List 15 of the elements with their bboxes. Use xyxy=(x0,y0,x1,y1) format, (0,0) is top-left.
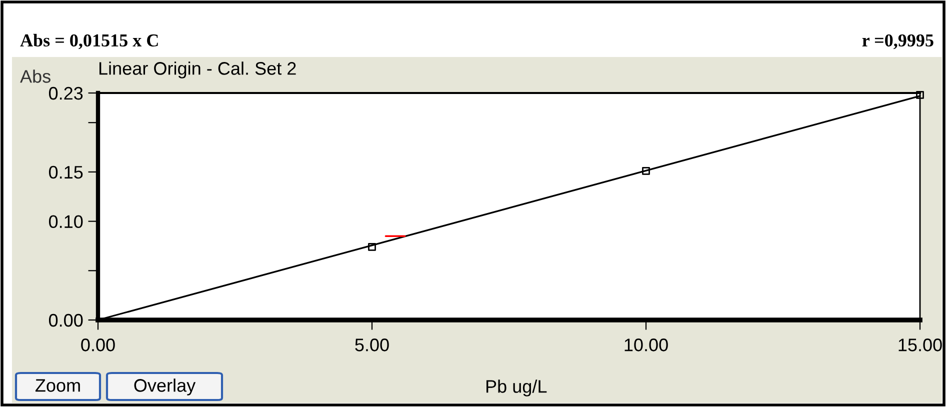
y-tick-label: 0.15 xyxy=(48,166,83,179)
x-tick-label: 15.00 xyxy=(898,338,942,352)
y-tick-label: 0.10 xyxy=(48,215,83,228)
x-tick-label: 0.00 xyxy=(81,338,115,352)
text: Zoom xyxy=(36,379,80,392)
y-axis-title: Abs xyxy=(20,70,50,83)
text: Overlay xyxy=(134,378,196,396)
y-tick-label: 0.00 xyxy=(48,314,83,327)
x-tick-label: 10.00 xyxy=(624,338,668,352)
x-tick-label: 5.00 xyxy=(355,338,389,352)
chart-title: Linear Origin - Cal. Set 2 xyxy=(99,62,296,78)
text: r =0,9995 xyxy=(862,34,934,50)
x-axis-title: Pb ug/L xyxy=(486,380,547,396)
y-tick-label: 0.23 xyxy=(48,86,83,100)
text: Abs = 0,01515 x C xyxy=(20,34,158,50)
